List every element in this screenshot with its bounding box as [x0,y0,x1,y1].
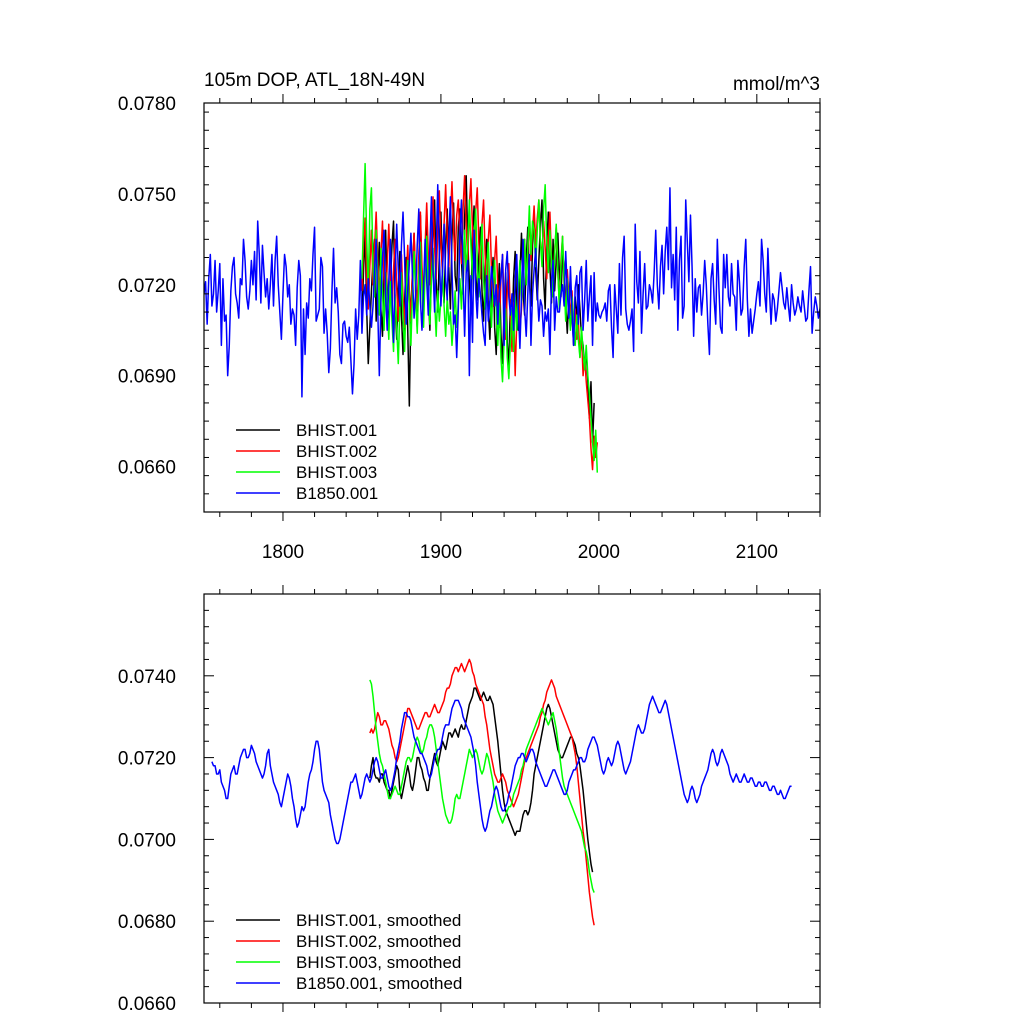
legend-label: BHIST.002 [296,442,377,461]
x-tick-label: 2000 [578,542,620,563]
y-tick-label: 0.0720 [118,276,176,297]
top-legend: BHIST.001 BHIST.002 BHIST.003 B1850.001 [236,421,378,503]
series-line-bhist-002-smoothed [369,658,595,926]
y-tick-label: 0.0750 [118,185,176,206]
y-tick-label: 0.0780 [118,94,176,115]
top-axes: 1800 1900 2000 2100 0.0660 0.0690 0.0720 0.0750… [118,94,821,563]
series-line-b1850-001 [204,184,820,398]
legend-label: BHIST.001 [296,421,377,440]
bottom-axes: 0.0660 0.0680 0.0700 0.0720 0.0740 [118,585,821,1015]
legend-label: BHIST.001, smoothed [296,911,461,930]
plot-frame [203,593,821,1004]
plot-frame [203,102,821,513]
legend-label: BHIST.003, smoothed [296,953,461,972]
series-line-bhist-003-smoothed [369,679,595,893]
chart-title-left: 105m DOP, ATL_18N-49N [204,70,425,91]
y-tick-label: 0.0660 [118,458,176,479]
y-tick-label: 0.0660 [118,994,176,1015]
series-line-b1850-001-smoothed [211,695,792,845]
bottom-panel: 0.0660 0.0680 0.0700 0.0720 0.0740 BHIST.001… [118,585,821,1015]
legend-label: B1850.001 [296,484,378,503]
y-tick-label: 0.0680 [118,912,176,933]
y-tick-label: 0.0720 [118,749,176,770]
y-tick-label: 0.0690 [118,367,176,388]
top-series-group [204,162,820,473]
x-tick-label: 2100 [736,542,778,563]
legend-label: B1850.001, smoothed [296,974,462,993]
top-panel: 105m DOP, ATL_18N-49N mmol/m^3 1800 1900 2… [118,70,821,563]
legend-label: BHIST.003 [296,463,377,482]
chart-title-right: mmol/m^3 [733,74,820,95]
x-tick-label: 1800 [262,542,304,563]
bottom-series-group [211,658,792,926]
y-tick-label: 0.0700 [118,830,176,851]
legend-label: BHIST.002, smoothed [296,932,461,951]
bottom-legend: BHIST.001, smoothed BHIST.002, smoothed BH… [236,911,462,993]
y-tick-label: 0.0740 [118,667,176,688]
x-tick-label: 1900 [420,542,462,563]
